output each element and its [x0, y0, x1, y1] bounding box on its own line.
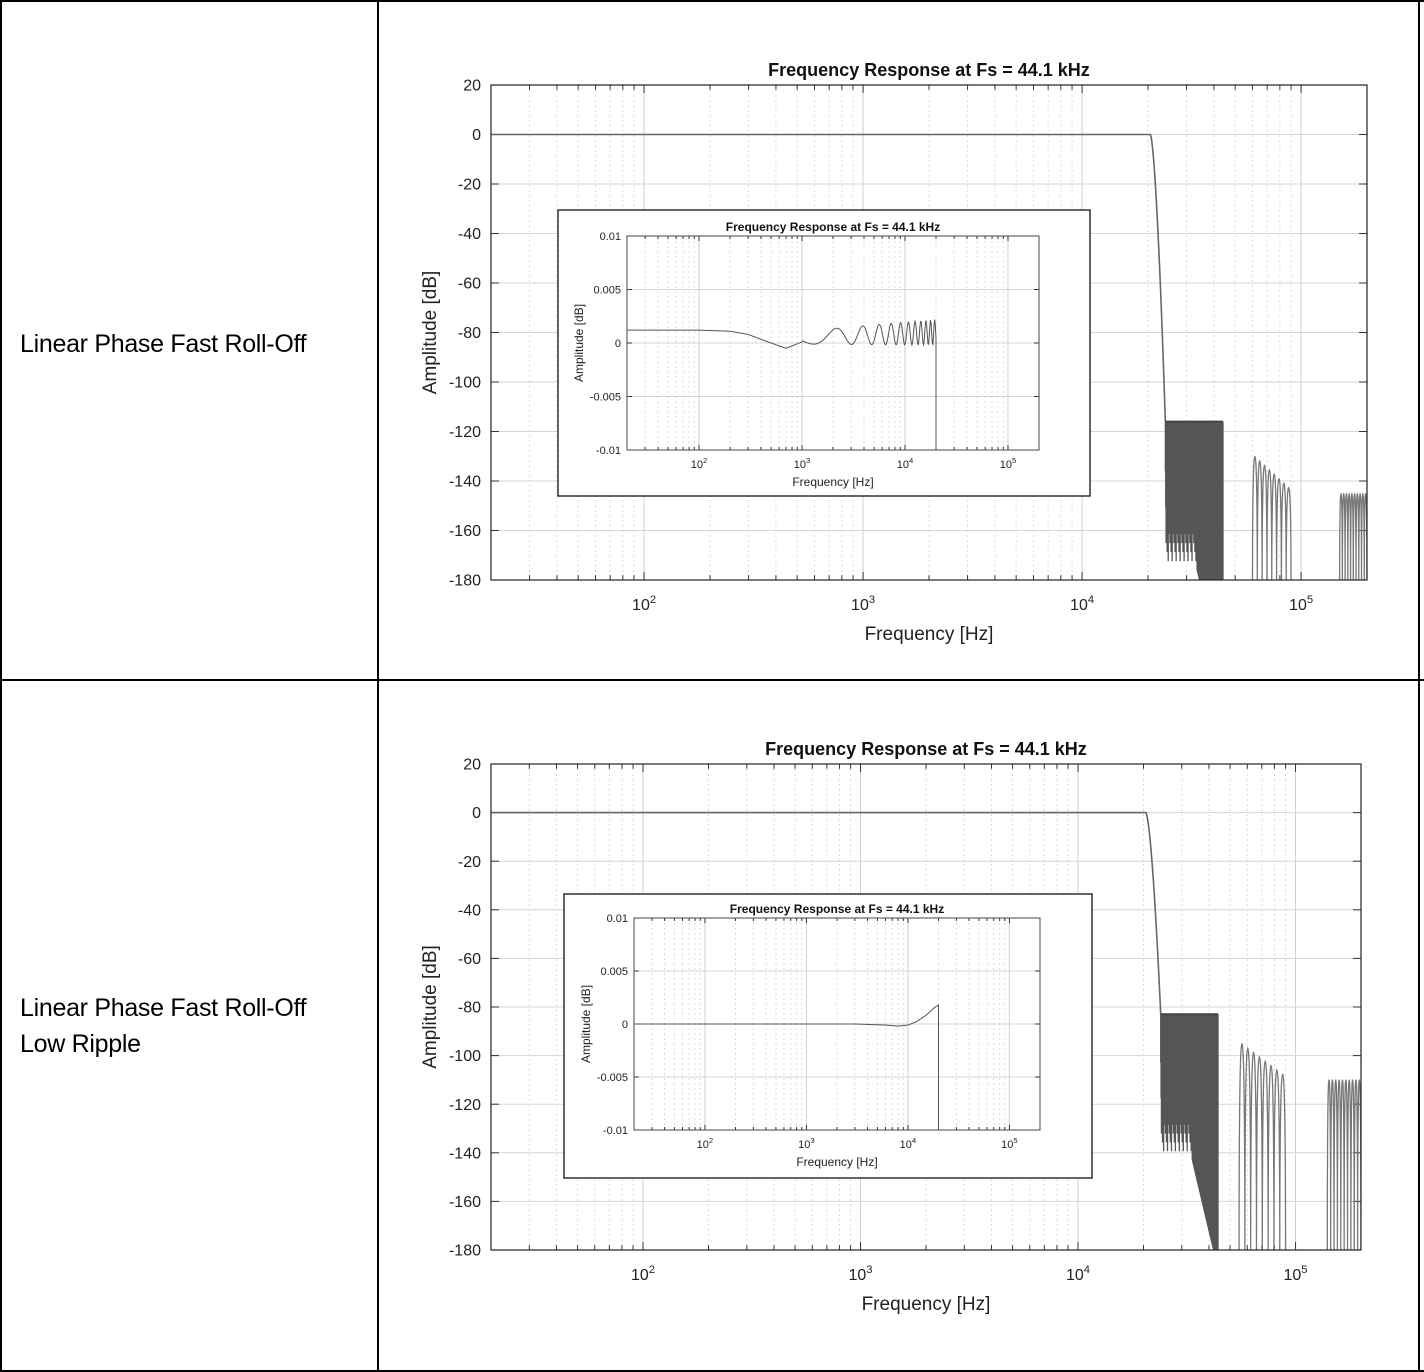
row-1-label-line-1: Linear Phase Fast Roll-Off [20, 330, 307, 358]
chart2-xtick-label: 103 [849, 1264, 873, 1284]
chart2-inset-x-axis-label: Frequency [Hz] [796, 1155, 877, 1169]
chart1-xtick-label: 104 [1070, 594, 1094, 614]
table-border-right [1418, 0, 1420, 1372]
chart2-xtick-label: 105 [1284, 1264, 1308, 1284]
chart2-inset-xtick-label: 102 [697, 1136, 714, 1151]
chart2-xtick-label: 104 [1066, 1264, 1090, 1284]
chart2-ytick-label: -80 [458, 1000, 481, 1017]
chart1-stopband-band-1 [1164, 421, 1224, 580]
chart1-xtick-label: 103 [851, 594, 875, 614]
table-border-top [0, 0, 1424, 2]
chart2-chart-title: Frequency Response at Fs = 44.1 kHz [765, 739, 1087, 759]
chart2-inset-chart-title: Frequency Response at Fs = 44.1 kHz [730, 902, 944, 916]
chart2-ytick-label: -180 [449, 1243, 481, 1260]
chart2-inset-ytick-label: 0.01 [607, 913, 628, 925]
chart2-inset-xtick-label: 105 [1001, 1136, 1018, 1151]
chart2-x-axis-label: Frequency [Hz] [862, 1294, 991, 1315]
chart1-inset-ytick-label: -0.01 [596, 445, 621, 457]
chart2-inset-ytick-label: -0.01 [603, 1125, 628, 1137]
chart1-inset-chart-title: Frequency Response at Fs = 44.1 kHz [726, 220, 940, 234]
chart1-xtick-label: 105 [1289, 594, 1313, 614]
chart2-series-response [491, 811, 1361, 1250]
chart1-inset-xtick-label: 104 [897, 456, 914, 471]
chart2-inset-ytick-label: -0.005 [597, 1072, 628, 1084]
chart2-inset-xtick-label: 104 [900, 1136, 917, 1151]
chart1-ytick-label: -100 [449, 375, 481, 392]
chart1-passband-line [491, 133, 1167, 422]
row-2-label-line-2: Low Ripple [20, 1030, 141, 1058]
chart2-inset-xtick-label: 103 [798, 1136, 815, 1151]
chart1-inset-ytick-label: -0.005 [590, 391, 621, 403]
chart2-inset-series-ripple [634, 1003, 939, 1130]
table-column-divider [377, 0, 379, 1372]
chart2-inset-plot-frame [633, 917, 1041, 1131]
row-2-label: Linear Phase Fast Roll-Off Low Ripple [20, 990, 307, 1062]
chart2-ytick-label: -120 [449, 1097, 481, 1114]
chart1-inset-ytick-label: 0.005 [593, 284, 621, 296]
chart1-plot-frame [490, 84, 1368, 581]
chart2-inset-ytick-label: 0 [622, 1019, 628, 1031]
chart1-stopband-band-2 [1338, 492, 1367, 580]
chart2-ytick-label: -160 [449, 1194, 481, 1211]
chart1-inset-grid [626, 235, 1040, 451]
chart1-inset-xtick-label: 103 [794, 456, 811, 471]
chart1-ytick-label: 0 [472, 127, 481, 144]
table-border-bottom [0, 1370, 1424, 1372]
chart2-ytick-label: -20 [458, 854, 481, 871]
chart1-inset-ytick-label: 0.01 [600, 231, 621, 243]
chart1-inset-ripple-line [627, 319, 937, 450]
chart1-ytick-label: -160 [449, 523, 481, 540]
chart1-x-axis-label: Frequency [Hz] [865, 624, 994, 645]
chart2-y-axis-label: Amplitude [dB] [420, 945, 441, 1069]
row-2-label-line-1: Linear Phase Fast Roll-Off [20, 994, 307, 1022]
chart1-inset-ytick-label: 0 [615, 338, 621, 350]
chart1-inset-plot-frame [626, 235, 1040, 451]
chart1-ytick-label: -20 [458, 177, 481, 194]
chart1-ytick-label: 20 [463, 78, 481, 95]
chart2-ytick-label: -40 [458, 902, 481, 919]
chart1-ytick-label: -40 [458, 226, 481, 243]
chart2-ytick-label: -100 [449, 1048, 481, 1065]
chart1-ytick-label: -140 [449, 474, 481, 491]
chart2-inset-y-axis-label: Amplitude [dB] [579, 985, 593, 1063]
chart1-inset-x-axis-label: Frequency [Hz] [792, 475, 873, 489]
table-row-divider [0, 679, 1424, 681]
chart1-series-response [491, 133, 1367, 580]
chart2-passband-line [491, 811, 1162, 1015]
table-border-left [0, 0, 2, 1372]
chart1-ytick-label: -120 [449, 424, 481, 441]
chart1-ytick-label: -80 [458, 325, 481, 342]
chart2-inset-ripple-line [634, 1003, 939, 1130]
chart1-inset-series-ripple [627, 319, 937, 450]
chart1-ytick-label: -180 [449, 573, 481, 590]
chart1-stopband-lobes [1251, 455, 1292, 580]
chart1-xtick-label: 102 [632, 594, 656, 614]
chart1-inset-xtick-label: 105 [1000, 456, 1017, 471]
chart2-stopband-band-2 [1326, 1079, 1361, 1250]
row-1-label: Linear Phase Fast Roll-Off [20, 326, 307, 362]
chart2-inset-ytick-label: 0.005 [600, 966, 628, 978]
chart2-xtick-label: 102 [631, 1264, 655, 1284]
chart2-plot-frame [490, 763, 1362, 1251]
chart1-chart-title: Frequency Response at Fs = 44.1 kHz [768, 60, 1090, 80]
chart2-ytick-label: -140 [449, 1145, 481, 1162]
chart1-inset-y-axis-label: Amplitude [dB] [572, 304, 586, 382]
chart2-stopband-lobes [1238, 1042, 1287, 1250]
chart2-ytick-label: -60 [458, 951, 481, 968]
chart1-ytick-label: -60 [458, 276, 481, 293]
chart2-ytick-label: 20 [463, 757, 481, 774]
chart2-ytick-label: 0 [472, 805, 481, 822]
chart1-inset-xtick-label: 102 [691, 456, 708, 471]
chart2-stopband-band-1 [1160, 1014, 1219, 1250]
chart1-y-axis-label: Amplitude [dB] [420, 271, 441, 395]
